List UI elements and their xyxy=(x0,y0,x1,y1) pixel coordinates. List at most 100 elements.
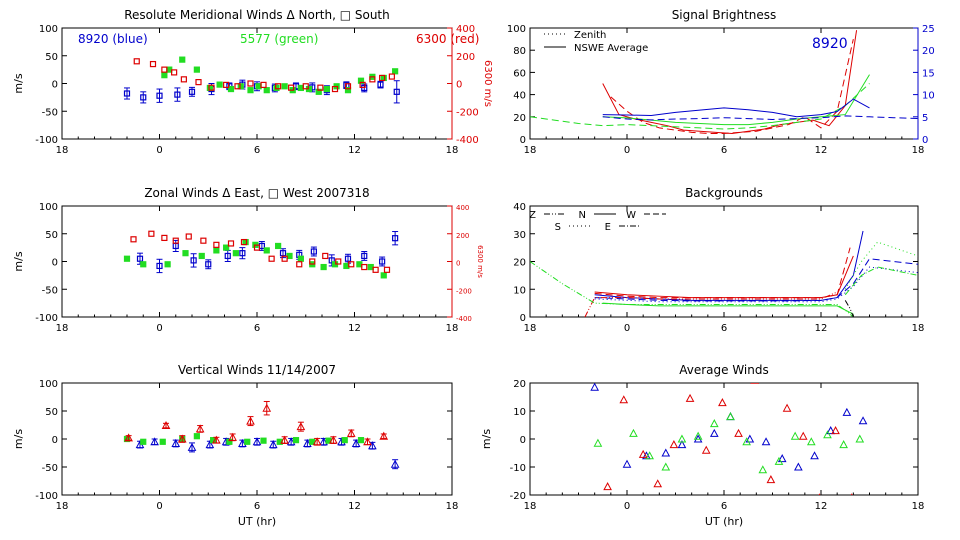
legend-label: Zenith xyxy=(574,30,606,41)
y-tick-label: 0 xyxy=(52,80,58,91)
panel-1: Resolute Meridional Winds Δ North, □ Sou… xyxy=(12,8,493,156)
data-point xyxy=(842,407,852,416)
y-tick-label: 100 xyxy=(39,202,58,213)
chart-title: Average Winds xyxy=(679,363,769,377)
data-point xyxy=(253,244,261,251)
data-point xyxy=(661,462,671,471)
data-point xyxy=(247,87,254,94)
data-point xyxy=(798,431,808,440)
data-point xyxy=(303,438,312,447)
right-y-tick-label: 5 xyxy=(922,113,928,124)
data-point xyxy=(281,83,288,90)
data-point xyxy=(177,434,187,443)
x-tick-label: 0 xyxy=(624,501,630,512)
y-tick-label: 0 xyxy=(52,435,58,446)
data-point xyxy=(383,266,391,273)
data-point xyxy=(185,233,192,240)
data-point xyxy=(372,266,379,273)
data-point xyxy=(392,68,399,75)
chart-title: Zonal Winds Δ East, □ West 2007318 xyxy=(144,186,369,200)
data-point xyxy=(312,437,322,446)
x-tick-label: 6 xyxy=(721,145,727,156)
plot-frame xyxy=(529,382,919,496)
data-point xyxy=(247,80,254,87)
y-tick-label: -50 xyxy=(42,463,58,474)
right-y-tick-label: -400 xyxy=(456,315,472,323)
right-y-tick-label: 20 xyxy=(922,46,935,57)
y-tick-label: 0 xyxy=(520,435,526,446)
y-axis-label: m/s xyxy=(12,251,25,271)
data-point xyxy=(823,430,832,439)
plot-area xyxy=(123,230,399,279)
data-point xyxy=(239,250,246,257)
data-point xyxy=(268,255,275,262)
data-point xyxy=(140,94,147,101)
data-point xyxy=(379,431,389,440)
data-point xyxy=(275,83,282,90)
data-point xyxy=(161,421,171,430)
data-point xyxy=(380,74,387,82)
data-point xyxy=(193,66,200,73)
data-point xyxy=(234,83,241,90)
data-point xyxy=(164,261,171,268)
x-tick-label: 18 xyxy=(446,145,459,156)
right-y-tick-label: 400 xyxy=(456,24,475,35)
y-axis-label: m/s xyxy=(480,429,493,449)
data-point xyxy=(227,240,235,247)
series-line xyxy=(602,115,918,121)
series-line xyxy=(530,261,854,317)
data-point xyxy=(136,255,144,262)
data-point xyxy=(171,438,181,447)
x-tick-label: 6 xyxy=(254,145,260,156)
y-axis-label: m/s xyxy=(12,73,25,93)
data-point xyxy=(344,87,352,94)
data-point xyxy=(368,441,377,450)
x-axis-label: UT (hr) xyxy=(705,515,743,528)
data-point xyxy=(268,440,278,449)
y-tick-label: 100 xyxy=(39,379,58,390)
data-point xyxy=(380,272,387,279)
chart-title: Vertical Winds 11/14/2007 xyxy=(178,363,336,377)
data-point xyxy=(180,76,187,83)
data-point xyxy=(296,422,306,431)
x-tick-label: 0 xyxy=(156,501,162,512)
data-point xyxy=(855,434,865,443)
data-point xyxy=(677,440,687,449)
data-point xyxy=(179,56,186,63)
data-point xyxy=(593,438,603,447)
data-point xyxy=(638,449,648,458)
data-point xyxy=(297,84,304,92)
series-line xyxy=(594,258,918,302)
x-tick-label: 12 xyxy=(815,501,828,512)
data-point xyxy=(341,437,348,444)
data-point xyxy=(794,462,803,471)
data-point xyxy=(344,83,352,90)
right-y-tick-label: 200 xyxy=(456,232,469,240)
y-tick-label: 50 xyxy=(45,407,58,418)
data-point xyxy=(255,83,262,90)
data-point xyxy=(344,255,352,262)
data-point xyxy=(379,74,386,82)
x-tick-label: 18 xyxy=(446,323,459,334)
data-point xyxy=(172,237,179,244)
data-point xyxy=(148,230,155,237)
data-point xyxy=(320,263,327,271)
x-tick-label: 12 xyxy=(348,323,361,334)
data-point xyxy=(263,87,270,94)
data-point xyxy=(315,88,322,95)
plot-area xyxy=(530,230,918,317)
data-point xyxy=(619,395,629,404)
data-point xyxy=(629,428,638,437)
x-tick-label: 12 xyxy=(815,323,828,334)
plot-area xyxy=(123,56,400,104)
right-y-tick-label: 10 xyxy=(922,91,935,102)
y-tick-label: -50 xyxy=(42,107,58,118)
data-point xyxy=(309,258,316,265)
data-point xyxy=(195,79,202,86)
data-point xyxy=(149,60,157,68)
right-y-tick-label: 0 xyxy=(922,135,928,146)
data-point xyxy=(242,238,249,246)
data-point xyxy=(228,432,237,441)
data-point xyxy=(645,451,654,460)
